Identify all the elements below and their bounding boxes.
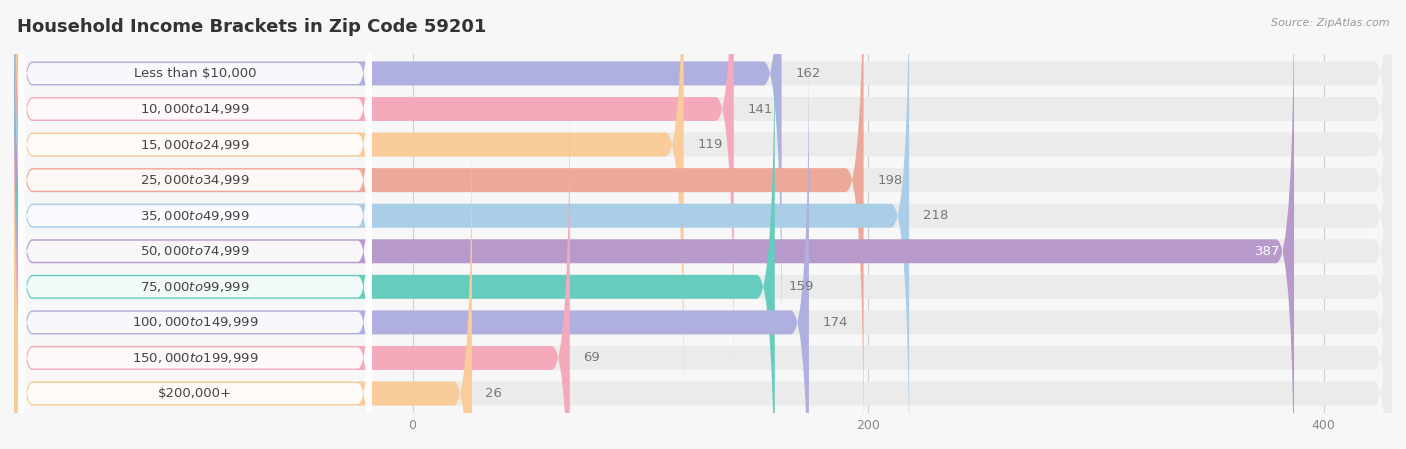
FancyBboxPatch shape	[14, 0, 1392, 449]
FancyBboxPatch shape	[18, 0, 371, 348]
Text: Source: ZipAtlas.com: Source: ZipAtlas.com	[1271, 18, 1389, 28]
Text: 174: 174	[823, 316, 848, 329]
FancyBboxPatch shape	[14, 50, 1392, 449]
FancyBboxPatch shape	[14, 14, 1392, 449]
Text: Household Income Brackets in Zip Code 59201: Household Income Brackets in Zip Code 59…	[17, 18, 486, 36]
FancyBboxPatch shape	[14, 0, 1392, 382]
FancyBboxPatch shape	[14, 0, 1392, 449]
FancyBboxPatch shape	[18, 191, 371, 449]
FancyBboxPatch shape	[14, 0, 863, 449]
FancyBboxPatch shape	[18, 0, 371, 276]
Text: 119: 119	[697, 138, 723, 151]
Text: $10,000 to $14,999: $10,000 to $14,999	[141, 102, 250, 116]
Text: $15,000 to $24,999: $15,000 to $24,999	[141, 137, 250, 152]
Text: 69: 69	[583, 352, 600, 365]
FancyBboxPatch shape	[14, 85, 569, 449]
Text: 26: 26	[485, 387, 502, 400]
Text: $50,000 to $74,999: $50,000 to $74,999	[141, 244, 250, 258]
Text: 218: 218	[922, 209, 948, 222]
FancyBboxPatch shape	[14, 0, 683, 417]
FancyBboxPatch shape	[14, 50, 808, 449]
Text: 198: 198	[877, 174, 903, 187]
FancyBboxPatch shape	[14, 85, 1392, 449]
Text: 159: 159	[789, 280, 814, 293]
FancyBboxPatch shape	[18, 13, 371, 418]
FancyBboxPatch shape	[14, 0, 910, 449]
FancyBboxPatch shape	[14, 0, 1392, 346]
Text: $200,000+: $200,000+	[157, 387, 232, 400]
FancyBboxPatch shape	[18, 0, 371, 312]
Text: 141: 141	[748, 102, 773, 115]
FancyBboxPatch shape	[18, 48, 371, 449]
Text: $100,000 to $149,999: $100,000 to $149,999	[132, 315, 259, 330]
FancyBboxPatch shape	[18, 155, 371, 449]
FancyBboxPatch shape	[18, 119, 371, 449]
FancyBboxPatch shape	[18, 84, 371, 449]
Text: $25,000 to $34,999: $25,000 to $34,999	[141, 173, 250, 187]
FancyBboxPatch shape	[18, 0, 371, 383]
FancyBboxPatch shape	[14, 0, 1294, 449]
FancyBboxPatch shape	[14, 0, 734, 382]
FancyBboxPatch shape	[14, 0, 1392, 417]
FancyBboxPatch shape	[14, 0, 1392, 449]
FancyBboxPatch shape	[14, 0, 782, 346]
Text: $35,000 to $49,999: $35,000 to $49,999	[141, 209, 250, 223]
FancyBboxPatch shape	[14, 121, 1392, 449]
Text: $150,000 to $199,999: $150,000 to $199,999	[132, 351, 259, 365]
FancyBboxPatch shape	[14, 14, 775, 449]
FancyBboxPatch shape	[14, 121, 472, 449]
Text: 387: 387	[1256, 245, 1281, 258]
Text: $75,000 to $99,999: $75,000 to $99,999	[141, 280, 250, 294]
Text: 162: 162	[796, 67, 821, 80]
Text: Less than $10,000: Less than $10,000	[134, 67, 256, 80]
